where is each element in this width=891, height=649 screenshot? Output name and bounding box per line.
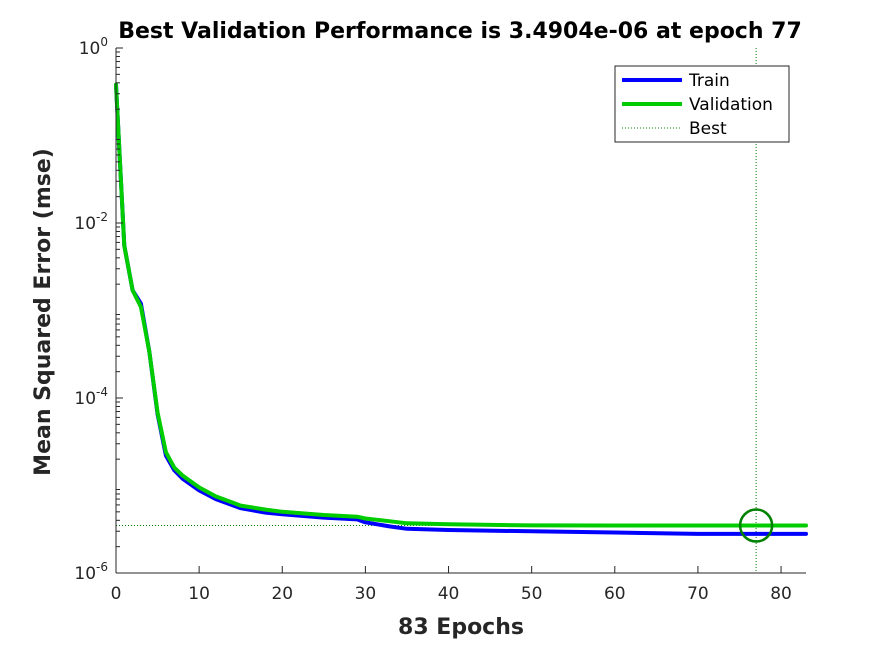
x-tick-label: 50 xyxy=(521,584,543,604)
y-tick-label: 10-4 xyxy=(74,385,108,409)
y-tick-exponent: -6 xyxy=(96,560,108,574)
validation-line xyxy=(114,82,808,528)
y-tick-exponent: -4 xyxy=(96,385,108,399)
y-axis-label: Mean Squared Error (mse) xyxy=(31,148,56,476)
y-tick-base: 10 xyxy=(74,389,96,409)
best-marker-layer xyxy=(738,508,774,543)
chart-title: Best Validation Performance is 3.4904e-0… xyxy=(118,19,802,44)
y-tick-exponent: 0 xyxy=(100,35,108,49)
y-tick-label: 10-6 xyxy=(74,560,108,584)
legend-train-label: Train xyxy=(688,71,730,91)
x-axis-label: 83 Epochs xyxy=(398,615,524,640)
x-tick-label: 60 xyxy=(604,584,626,604)
x-tick-label: 40 xyxy=(438,584,460,604)
best-epoch-marker xyxy=(738,508,774,543)
y-tick-label: 10-2 xyxy=(74,210,108,234)
x-ticks: 0 10 20 30 40 50 60 70 80 xyxy=(111,566,792,604)
y-tick-label: 100 xyxy=(79,35,108,59)
series-layer xyxy=(114,82,808,536)
y-tick-base: 10 xyxy=(79,39,101,59)
y-tick-base: 10 xyxy=(74,564,96,584)
legend: Train Validation Best xyxy=(614,65,790,143)
legend-best-label: Best xyxy=(689,119,727,139)
x-tick-label: 70 xyxy=(687,584,709,604)
y-tick-base: 10 xyxy=(74,214,96,234)
x-tick-label: 0 xyxy=(111,584,122,604)
x-tick-label: 10 xyxy=(188,584,210,604)
x-tick-label: 80 xyxy=(770,584,792,604)
x-tick-label: 20 xyxy=(271,584,293,604)
y-tick-exponent: -2 xyxy=(96,210,108,224)
legend-validation-label: Validation xyxy=(689,95,773,115)
x-tick-label: 30 xyxy=(355,584,377,604)
